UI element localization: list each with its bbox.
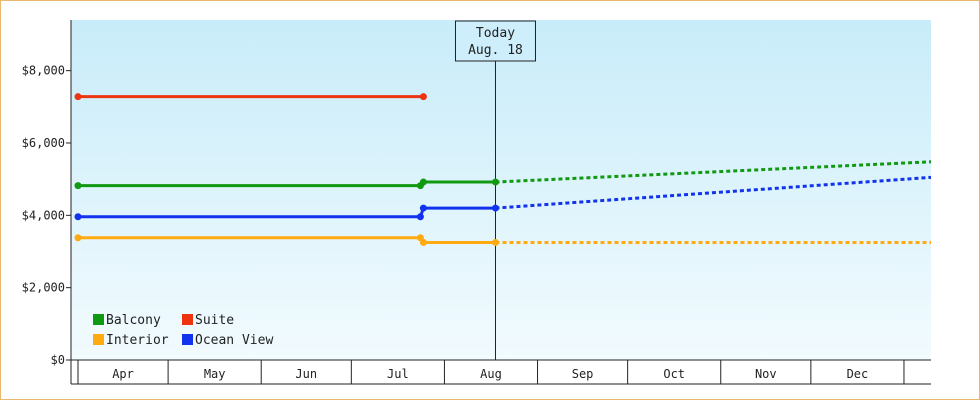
legend-swatch-balcony — [93, 314, 104, 325]
legend-label-interior: Interior — [106, 333, 169, 348]
y-tick-label: $8,000 — [22, 64, 65, 78]
y-tick-label: $2,000 — [22, 281, 65, 295]
x-tick-label: Jul — [387, 367, 409, 381]
data-point-ocean-view — [491, 204, 499, 212]
legend: Balcony Suite Interior Ocean View — [93, 313, 273, 348]
x-tick-label: Dec — [847, 367, 869, 381]
series-forecast-ocean-view — [495, 175, 932, 210]
y-tick-label: $4,000 — [22, 208, 65, 222]
legend-label-balcony: Balcony — [106, 313, 161, 328]
today-box — [454, 20, 536, 62]
today-date: Aug. 18 — [468, 43, 523, 58]
legend-label-suite: Suite — [195, 313, 234, 328]
data-point-suite — [74, 93, 82, 101]
y-tick-label: $0 — [51, 353, 65, 367]
data-point-ocean-view — [74, 213, 82, 221]
legend-swatch-interior — [93, 334, 104, 345]
series-line-ocean-view — [78, 206, 496, 219]
x-tick-label: May — [204, 367, 226, 381]
data-point-suite — [419, 93, 427, 101]
y-tick-label: $6,000 — [22, 136, 65, 150]
data-point-interior — [419, 238, 427, 246]
y-axis: $0 $2,000 $4,000 $6,000 $8,000 — [22, 20, 72, 384]
plot-background — [71, 20, 931, 360]
x-tick-label: Apr — [112, 367, 134, 381]
series-layer — [74, 93, 932, 246]
x-axis: Apr May Jun Jul Aug Sep Oct Nov Dec — [71, 359, 931, 385]
legend-swatch-suite — [182, 314, 193, 325]
today-label: Today — [476, 26, 515, 41]
legend-swatch-ocean-view — [182, 334, 193, 345]
x-tick-label: Oct — [663, 367, 685, 381]
x-tick-label: Sep — [572, 367, 594, 381]
data-point-interior — [491, 238, 499, 246]
legend-label-ocean-view: Ocean View — [195, 333, 273, 348]
x-tick-label: Aug — [480, 367, 502, 381]
x-tick-label: Jun — [295, 367, 317, 381]
data-point-ocean-view — [419, 204, 427, 212]
data-point-balcony — [491, 178, 499, 186]
data-point-ocean-view — [416, 213, 424, 221]
x-tick-label: Nov — [755, 367, 777, 381]
series-forecast-balcony — [495, 160, 932, 184]
data-point-balcony — [74, 182, 82, 190]
data-point-balcony — [419, 178, 427, 186]
data-point-interior — [74, 234, 82, 242]
